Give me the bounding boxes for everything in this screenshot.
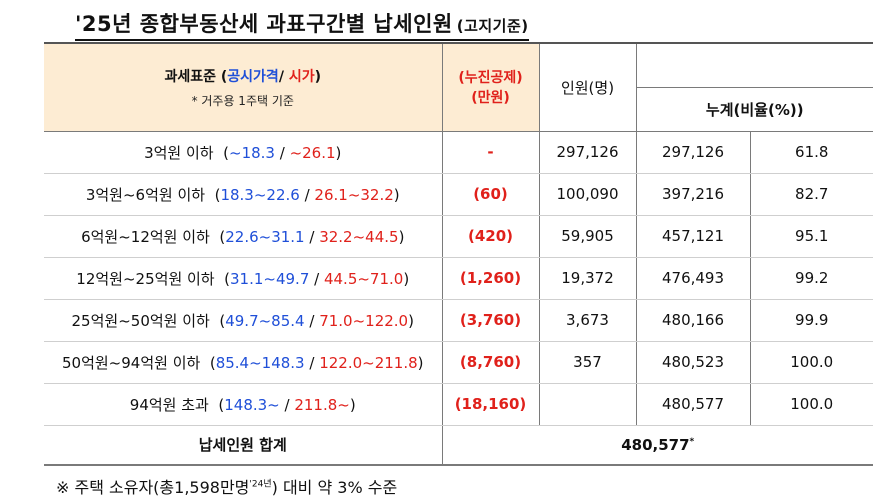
header-market-price: 시가 bbox=[288, 68, 315, 85]
total-row: 납세인원 합계 480,577* bbox=[44, 424, 873, 466]
table-row: 25억원~50억원 이하 (49.7~85.4 / 71.0~122.0) (3… bbox=[44, 298, 873, 342]
footnote-text: ※ 주택 소유자(총1,598만명 bbox=[56, 478, 250, 497]
header-blank bbox=[635, 42, 873, 88]
market-price-range: ~26.1 bbox=[289, 143, 336, 162]
header-deduction: (누진공제) (만원) bbox=[441, 42, 540, 132]
count-cell: 19,372 bbox=[538, 256, 637, 300]
ratio-cell: 100.0 bbox=[749, 340, 873, 384]
cumulative-cell: 457,121 bbox=[635, 214, 751, 258]
bracket-cell: 3억원 이하 (~18.3 / ~26.1) bbox=[44, 130, 443, 174]
deduction-cell: (18,160) bbox=[441, 382, 540, 426]
total-value-cell: 480,577* bbox=[441, 424, 873, 466]
title-main: '25년 종합부동산세 과표구간별 납세인원 bbox=[75, 12, 453, 36]
market-price-range: 32.2~44.5 bbox=[319, 227, 399, 246]
page-title: '25년 종합부동산세 과표구간별 납세인원 (고지기준) bbox=[75, 8, 529, 41]
market-price-range: 211.8~ bbox=[294, 395, 350, 414]
cumulative-cell: 480,523 bbox=[635, 340, 751, 384]
official-price-range: ~18.3 bbox=[229, 143, 275, 162]
footnote: ※ 주택 소유자(총1,598만명'24년) 대비 약 3% 수준 bbox=[56, 474, 397, 498]
table-row: 50억원~94억원 이하 (85.4~148.3 / 122.0~211.8) … bbox=[44, 340, 873, 384]
cumulative-cell: 480,166 bbox=[635, 298, 751, 342]
official-price-range: 148.3~ bbox=[224, 395, 280, 414]
count-cell: 357 bbox=[538, 340, 637, 384]
deduction-cell: (60) bbox=[441, 172, 540, 216]
official-price-range: 22.6~31.1 bbox=[225, 227, 305, 246]
ratio-cell: 82.7 bbox=[749, 172, 873, 216]
cumulative-cell: 297,126 bbox=[635, 130, 751, 174]
ratio-cell: 95.1 bbox=[749, 214, 873, 258]
count-cell: 59,905 bbox=[538, 214, 637, 258]
header-bracket-label: 과세표준 ( bbox=[164, 68, 228, 85]
bracket-cell: 25억원~50억원 이하 (49.7~85.4 / 71.0~122.0) bbox=[44, 298, 443, 342]
official-price-range: 85.4~148.3 bbox=[215, 353, 305, 372]
header-separator: / bbox=[278, 68, 289, 85]
market-price-range: 71.0~122.0 bbox=[319, 311, 409, 330]
table-row: 3억원 이하 (~18.3 / ~26.1) - 297,126 297,126… bbox=[44, 130, 873, 174]
bracket-cell: 12억원~25억원 이하 (31.1~49.7 / 44.5~71.0) bbox=[44, 256, 443, 300]
table-row: 94억원 초과 (148.3~ / 211.8~) (18,160) 480,5… bbox=[44, 382, 873, 426]
cumulative-cell: 397,216 bbox=[635, 172, 751, 216]
deduction-cell: - bbox=[441, 130, 540, 174]
ratio-cell: 99.9 bbox=[749, 298, 873, 342]
bracket-cell: 3억원~6억원 이하 (18.3~22.6 / 26.1~32.2) bbox=[44, 172, 443, 216]
header-bracket: 과세표준 (공시가격/ 시가) * 거주용 1주택 기준 bbox=[44, 42, 443, 132]
market-price-range: 26.1~32.2 bbox=[314, 185, 394, 204]
count-cell: 297,126 bbox=[538, 130, 637, 174]
total-label: 납세인원 합계 bbox=[44, 424, 443, 466]
bracket-cell: 50억원~94억원 이하 (85.4~148.3 / 122.0~211.8) bbox=[44, 340, 443, 384]
header-count: 인원(명) bbox=[538, 42, 637, 132]
market-price-range: 122.0~211.8 bbox=[319, 353, 418, 372]
deduction-cell: (3,760) bbox=[441, 298, 540, 342]
table-row: 3억원~6억원 이하 (18.3~22.6 / 26.1~32.2) (60) … bbox=[44, 172, 873, 216]
total-value: 480,577 bbox=[621, 435, 690, 454]
footnote-text-end: ) 대비 약 3% 수준 bbox=[271, 478, 398, 497]
deduction-cell: (1,260) bbox=[441, 256, 540, 300]
deduction-cell: (8,760) bbox=[441, 340, 540, 384]
count-cell: 100,090 bbox=[538, 172, 637, 216]
bracket-cell: 6억원~12억원 이하 (22.6~31.1 / 32.2~44.5) bbox=[44, 214, 443, 258]
header-cumulative: 누계(비율(%)) bbox=[635, 86, 873, 132]
footnote-year: '24년 bbox=[249, 479, 272, 490]
cumulative-cell: 480,577 bbox=[635, 382, 751, 426]
deduction-cell: (420) bbox=[441, 214, 540, 258]
header-official-price: 공시가격 bbox=[227, 68, 279, 85]
table-row: 12억원~25억원 이하 (31.1~49.7 / 44.5~71.0) (1,… bbox=[44, 256, 873, 300]
total-mark: * bbox=[689, 436, 695, 447]
count-cell bbox=[538, 382, 637, 426]
header-close-paren: ) bbox=[314, 68, 321, 85]
header-deduction-unit: (만원) bbox=[471, 90, 510, 107]
bracket-cell: 94억원 초과 (148.3~ / 211.8~) bbox=[44, 382, 443, 426]
official-price-range: 49.7~85.4 bbox=[225, 311, 305, 330]
header-deduction-label: (누진공제) bbox=[458, 70, 523, 87]
official-price-range: 18.3~22.6 bbox=[220, 185, 300, 204]
ratio-cell: 99.2 bbox=[749, 256, 873, 300]
ratio-cell: 61.8 bbox=[749, 130, 873, 174]
count-cell: 3,673 bbox=[538, 298, 637, 342]
market-price-range: 44.5~71.0 bbox=[323, 269, 404, 288]
title-note: (고지기준) bbox=[456, 17, 529, 35]
header-note: * 거주용 1주택 기준 bbox=[191, 93, 294, 108]
tax-bracket-table: 과세표준 (공시가격/ 시가) * 거주용 1주택 기준 (누진공제) (만원)… bbox=[44, 42, 873, 466]
official-price-range: 31.1~49.7 bbox=[230, 269, 310, 288]
table-row: 6억원~12억원 이하 (22.6~31.1 / 32.2~44.5) (420… bbox=[44, 214, 873, 258]
ratio-cell: 100.0 bbox=[749, 382, 873, 426]
cumulative-cell: 476,493 bbox=[635, 256, 751, 300]
